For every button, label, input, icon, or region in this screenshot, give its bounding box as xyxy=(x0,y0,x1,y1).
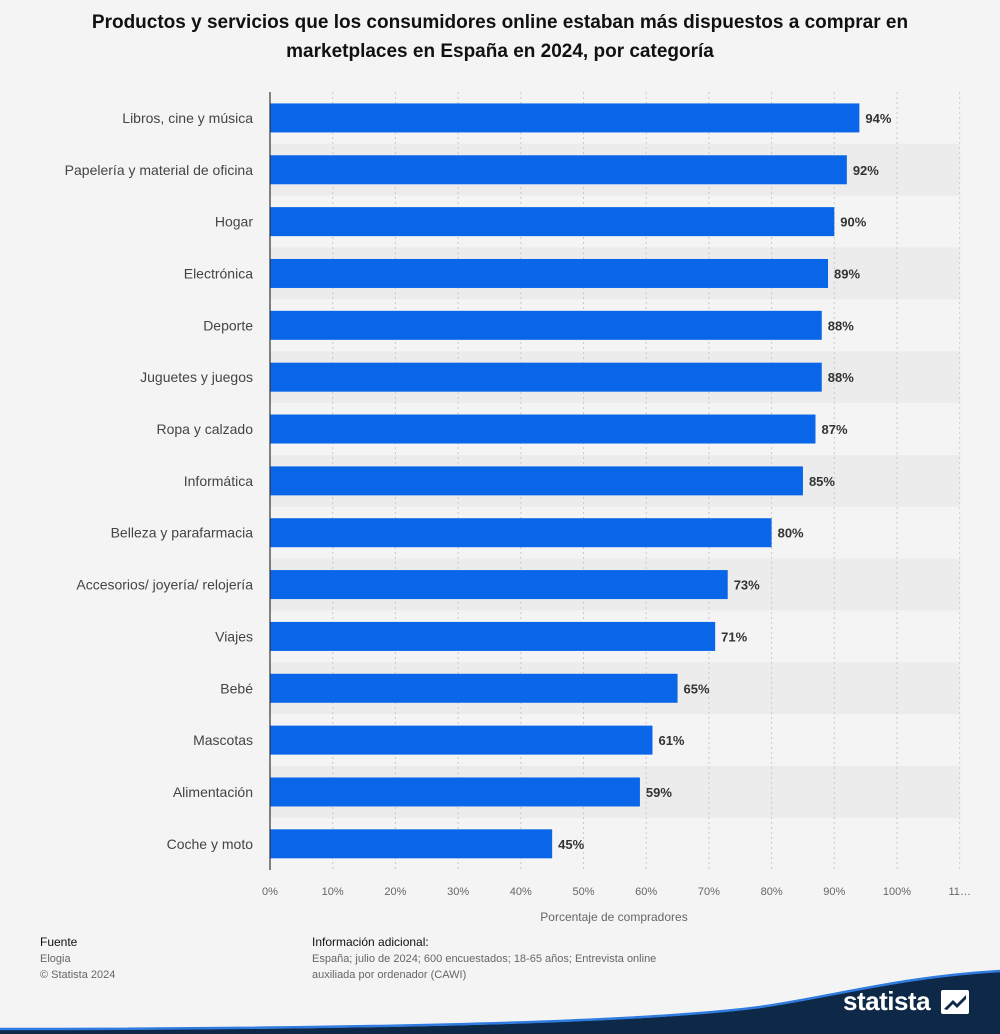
bar[interactable] xyxy=(270,258,829,288)
bar[interactable] xyxy=(270,673,678,703)
source-heading: Fuente xyxy=(40,935,78,949)
data-label: 85% xyxy=(809,474,835,489)
bars xyxy=(270,103,860,859)
data-label: 87% xyxy=(821,422,847,437)
x-tick-label: 0% xyxy=(262,886,278,898)
x-axis-label: Porcentaje de compradores xyxy=(540,910,687,924)
bar[interactable] xyxy=(270,155,847,185)
x-tick-label: 90% xyxy=(823,886,845,898)
x-tick-label: 40% xyxy=(510,886,532,898)
category-label: Bebé xyxy=(220,680,253,696)
statista-logo[interactable]: statista xyxy=(843,986,931,1016)
bar[interactable] xyxy=(270,362,822,392)
category-label: Juguetes y juegos xyxy=(140,369,253,385)
category-labels: Libros, cine y música Papelería y materia… xyxy=(65,110,254,852)
category-label: Accesorios/ joyería/ relojería xyxy=(76,577,253,593)
info-heading: Información adicional: xyxy=(312,935,429,949)
x-tick-label: 60% xyxy=(635,886,657,898)
bar[interactable] xyxy=(270,621,716,651)
data-label: 65% xyxy=(684,681,710,696)
category-label: Libros, cine y música xyxy=(122,110,253,126)
category-label: Viajes xyxy=(215,628,253,644)
category-label: Electrónica xyxy=(184,265,253,281)
data-label: 88% xyxy=(828,318,854,333)
info-line-2: auxiliada por ordenador (CAWI) xyxy=(312,969,467,981)
x-tick-label: 20% xyxy=(384,886,406,898)
x-tick-label: 10% xyxy=(322,886,344,898)
category-label: Deporte xyxy=(203,317,253,333)
data-label: 71% xyxy=(721,629,747,644)
bar[interactable] xyxy=(270,414,816,444)
bar[interactable] xyxy=(270,518,772,548)
x-tick-label: 80% xyxy=(761,886,783,898)
data-label: 61% xyxy=(658,733,684,748)
data-label: 59% xyxy=(646,785,672,800)
category-label: Informática xyxy=(184,473,253,489)
data-label: 45% xyxy=(558,837,584,852)
bar[interactable] xyxy=(270,570,728,600)
data-label: 88% xyxy=(828,370,854,385)
bar[interactable] xyxy=(270,103,860,133)
bar[interactable] xyxy=(270,466,803,496)
bar[interactable] xyxy=(270,725,653,755)
category-label: Alimentación xyxy=(173,784,253,800)
bar-chart: Libros, cine y música Papelería y materia… xyxy=(65,92,971,924)
bar[interactable] xyxy=(270,310,822,340)
category-label: Belleza y parafarmacia xyxy=(111,525,254,541)
x-axis-ticks: 0% 10% 20% 30% 40% 50% 60% 70% 80% 90% 100% 11… xyxy=(262,886,971,898)
data-label: 80% xyxy=(778,526,804,541)
bar[interactable] xyxy=(270,777,640,807)
category-label: Mascotas xyxy=(193,732,253,748)
chart-title: Productos y servicios que los consumidor… xyxy=(91,12,909,62)
data-label: 89% xyxy=(834,266,860,281)
category-label: Hogar xyxy=(215,214,253,230)
data-label: 94% xyxy=(865,111,891,126)
bar[interactable] xyxy=(270,207,835,237)
statista-logo-icon[interactable] xyxy=(941,990,969,1014)
data-label: 73% xyxy=(734,578,760,593)
x-tick-label: 70% xyxy=(698,886,720,898)
x-tick-label: 11… xyxy=(948,886,970,898)
bar[interactable] xyxy=(270,829,553,859)
copyright: © Statista 2024 xyxy=(40,969,116,981)
x-tick-label: 100% xyxy=(883,886,911,898)
x-tick-label: 50% xyxy=(572,886,594,898)
data-label: 90% xyxy=(840,215,866,230)
x-tick-label: 30% xyxy=(447,886,469,898)
value-labels: 94% 92% 90% 89% 88% 88% 87% 85% 80% 73% 71% 65% 61% 5… xyxy=(558,111,892,852)
category-label: Ropa y calzado xyxy=(156,421,253,437)
category-label: Coche y moto xyxy=(167,836,254,852)
category-label: Papelería y material de oficina xyxy=(65,162,254,178)
info-line-1: España; julio de 2024; 600 encuestados; … xyxy=(312,953,657,965)
data-label: 92% xyxy=(853,163,879,178)
source-name[interactable]: Elogia xyxy=(40,953,71,965)
